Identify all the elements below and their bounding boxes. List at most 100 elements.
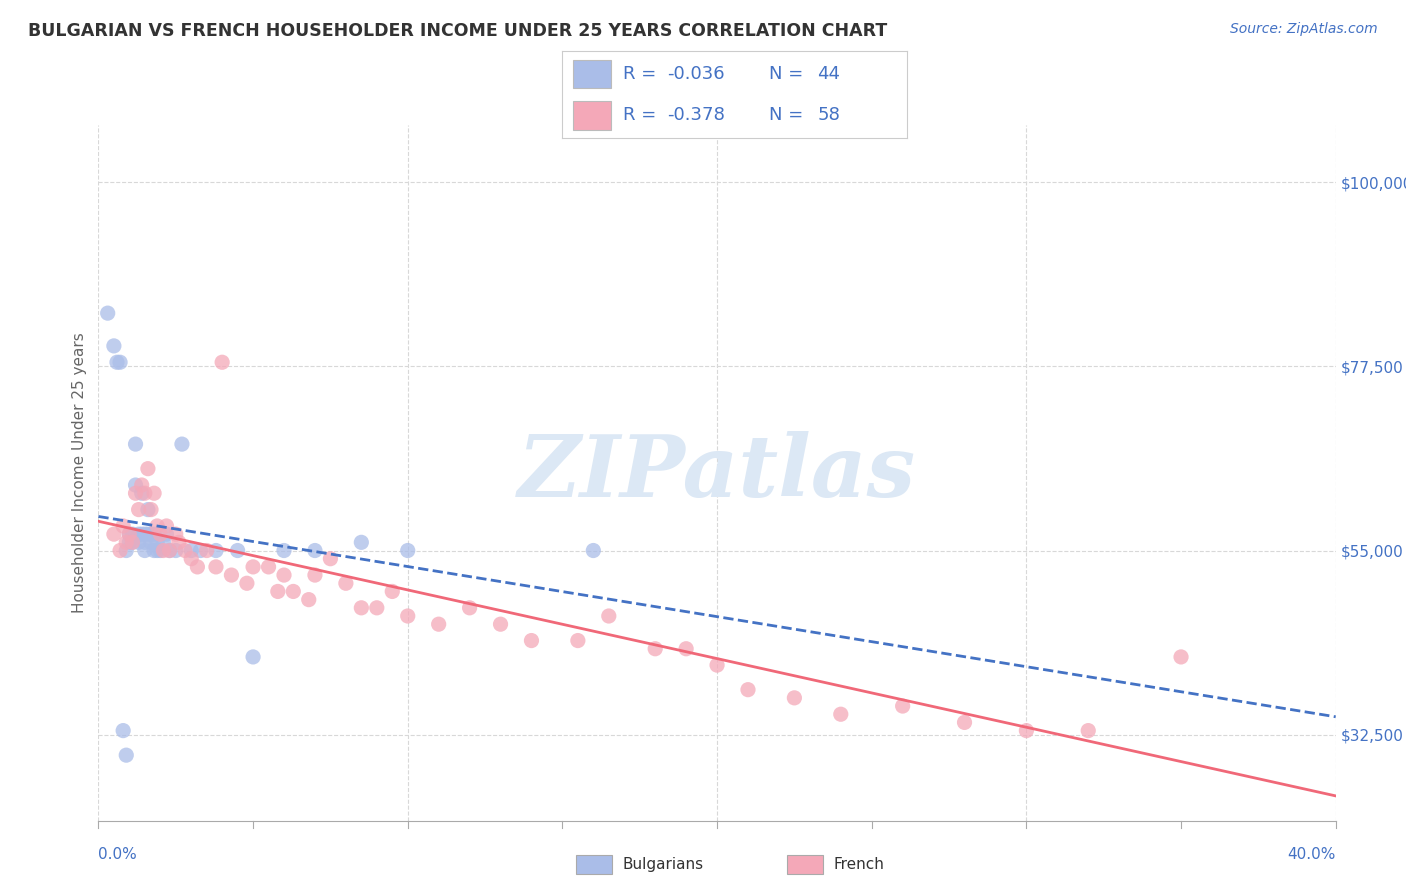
Point — [226, 543, 249, 558]
Text: -0.378: -0.378 — [668, 105, 725, 124]
Point — [134, 527, 156, 541]
Point — [149, 527, 172, 541]
Point — [146, 519, 169, 533]
Point — [675, 641, 697, 656]
Point — [108, 355, 131, 369]
Text: Bulgarians: Bulgarians — [623, 857, 704, 871]
Point — [152, 535, 174, 549]
Point — [267, 584, 290, 599]
Point — [105, 355, 128, 369]
Y-axis label: Householder Income Under 25 years: Householder Income Under 25 years — [72, 333, 87, 613]
Point — [221, 568, 243, 582]
Text: BULGARIAN VS FRENCH HOUSEHOLDER INCOME UNDER 25 YEARS CORRELATION CHART: BULGARIAN VS FRENCH HOUSEHOLDER INCOME U… — [28, 22, 887, 40]
Point — [1077, 723, 1099, 738]
Point — [381, 584, 404, 599]
Point — [783, 690, 806, 705]
Point — [273, 543, 295, 558]
Point — [118, 535, 141, 549]
Point — [350, 600, 373, 615]
Point — [115, 535, 138, 549]
Point — [180, 543, 202, 558]
Point — [366, 600, 388, 615]
Point — [170, 437, 193, 451]
Point — [112, 519, 135, 533]
Point — [236, 576, 259, 591]
Point — [427, 617, 450, 632]
Point — [143, 486, 166, 500]
Point — [124, 437, 146, 451]
Point — [146, 543, 169, 558]
Point — [134, 486, 156, 500]
FancyBboxPatch shape — [572, 60, 610, 88]
Point — [304, 568, 326, 582]
Point — [131, 478, 153, 492]
Point — [146, 535, 169, 549]
Point — [396, 543, 419, 558]
Point — [283, 584, 305, 599]
Point — [598, 609, 620, 624]
Point — [520, 633, 543, 648]
Text: R =: R = — [623, 65, 662, 83]
Point — [103, 527, 125, 541]
Point — [121, 535, 143, 549]
Point — [139, 527, 162, 541]
Point — [124, 478, 146, 492]
Point — [128, 527, 150, 541]
Point — [458, 600, 481, 615]
Point — [134, 535, 156, 549]
Point — [128, 535, 150, 549]
Point — [103, 339, 125, 353]
Point — [242, 649, 264, 664]
Point — [143, 543, 166, 558]
Point — [195, 543, 218, 558]
Point — [139, 502, 162, 516]
Point — [139, 535, 162, 549]
Point — [190, 543, 212, 558]
Point — [121, 535, 143, 549]
Point — [211, 355, 233, 369]
Point — [335, 576, 357, 591]
Point — [155, 527, 177, 541]
Point — [121, 527, 143, 541]
Point — [706, 658, 728, 673]
Text: -0.036: -0.036 — [668, 65, 725, 83]
Point — [167, 535, 190, 549]
Point — [350, 535, 373, 549]
Point — [108, 543, 131, 558]
Point — [205, 560, 228, 574]
Point — [180, 551, 202, 566]
Point — [134, 543, 156, 558]
Point — [136, 527, 159, 541]
Text: 44: 44 — [817, 65, 841, 83]
Text: 40.0%: 40.0% — [1288, 847, 1336, 863]
Point — [118, 527, 141, 541]
Text: French: French — [834, 857, 884, 871]
Point — [149, 543, 172, 558]
Point — [242, 560, 264, 574]
Point — [159, 543, 181, 558]
Point — [396, 609, 419, 624]
Point — [131, 527, 153, 541]
Point — [159, 543, 181, 558]
Text: 0.0%: 0.0% — [98, 847, 138, 863]
Point — [582, 543, 605, 558]
Point — [186, 560, 208, 574]
Point — [205, 543, 228, 558]
Point — [97, 306, 120, 320]
Point — [644, 641, 666, 656]
FancyBboxPatch shape — [572, 101, 610, 129]
Text: ZIPatlas: ZIPatlas — [517, 431, 917, 515]
Point — [1015, 723, 1038, 738]
Point — [155, 519, 177, 533]
Point — [489, 617, 512, 632]
Text: N =: N = — [769, 65, 808, 83]
Point — [319, 551, 342, 566]
Point — [830, 707, 852, 722]
Point — [136, 502, 159, 516]
Point — [136, 461, 159, 475]
Point — [567, 633, 589, 648]
Point — [257, 560, 280, 574]
Point — [143, 527, 166, 541]
Text: Source: ZipAtlas.com: Source: ZipAtlas.com — [1230, 22, 1378, 37]
Point — [737, 682, 759, 697]
